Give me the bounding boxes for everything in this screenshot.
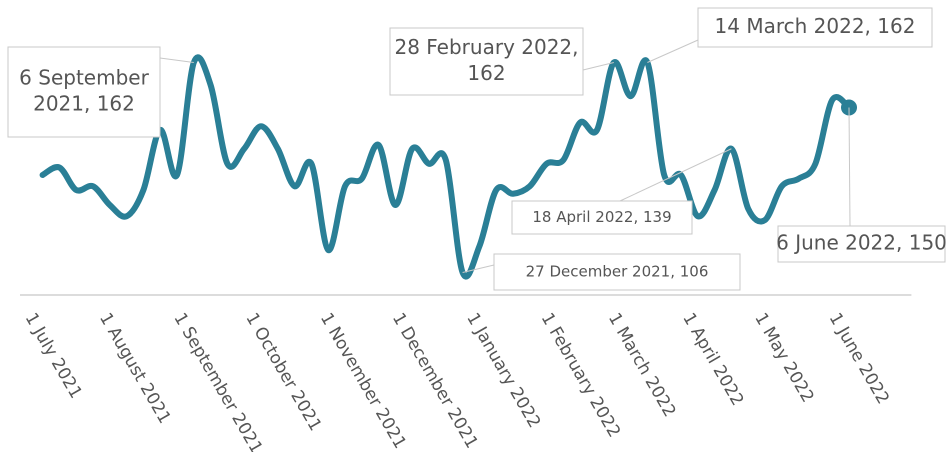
data-line	[39, 54, 852, 280]
annotation-box	[697, 7, 933, 48]
annotation-text: 162	[467, 61, 505, 85]
annotation-text: 14 March 2022, 162	[715, 14, 916, 38]
leader-line	[647, 39, 699, 63]
annotation-box	[777, 225, 946, 263]
x-tick-label: 1 July 2021	[21, 310, 86, 403]
annotation: 27 December 2021, 106	[462, 253, 741, 291]
annotation-text: 6 September	[19, 66, 149, 90]
annotation: 28 February 2022,162	[389, 27, 614, 96]
x-tick-label: 1 August 2021	[95, 310, 175, 428]
leader-line	[619, 148, 732, 202]
annotation-box	[7, 46, 161, 138]
annotation-text: 2021, 162	[33, 92, 135, 116]
leader-line	[159, 57, 194, 63]
leader-line	[462, 264, 495, 273]
annotation-box	[389, 27, 584, 96]
annotation-box	[511, 200, 693, 235]
annotation: 14 March 2022, 162	[647, 7, 933, 63]
annotation-text: 27 December 2021, 106	[526, 263, 709, 281]
x-tick-label: 1 January 2022	[462, 310, 544, 432]
x-tick-label: 1 October 2021	[241, 310, 325, 435]
annotation-box	[493, 253, 741, 291]
x-tick-label: 1 April 2022	[678, 310, 747, 410]
leader-line	[582, 62, 614, 71]
annotation: 18 April 2022, 139	[511, 148, 732, 235]
x-tick-label: 1 March 2022	[604, 310, 680, 421]
annotation-text: 18 April 2022, 139	[532, 208, 671, 226]
annotation-text: 28 February 2022,	[394, 35, 578, 59]
x-tick-label: 1 June 2022	[825, 310, 893, 408]
x-tick-label: 1 May 2022	[750, 310, 817, 407]
annotation-text: 6 June 2022, 150	[776, 231, 947, 255]
annotation: 6 June 2022, 150	[776, 107, 947, 263]
leader-line	[848, 107, 851, 227]
